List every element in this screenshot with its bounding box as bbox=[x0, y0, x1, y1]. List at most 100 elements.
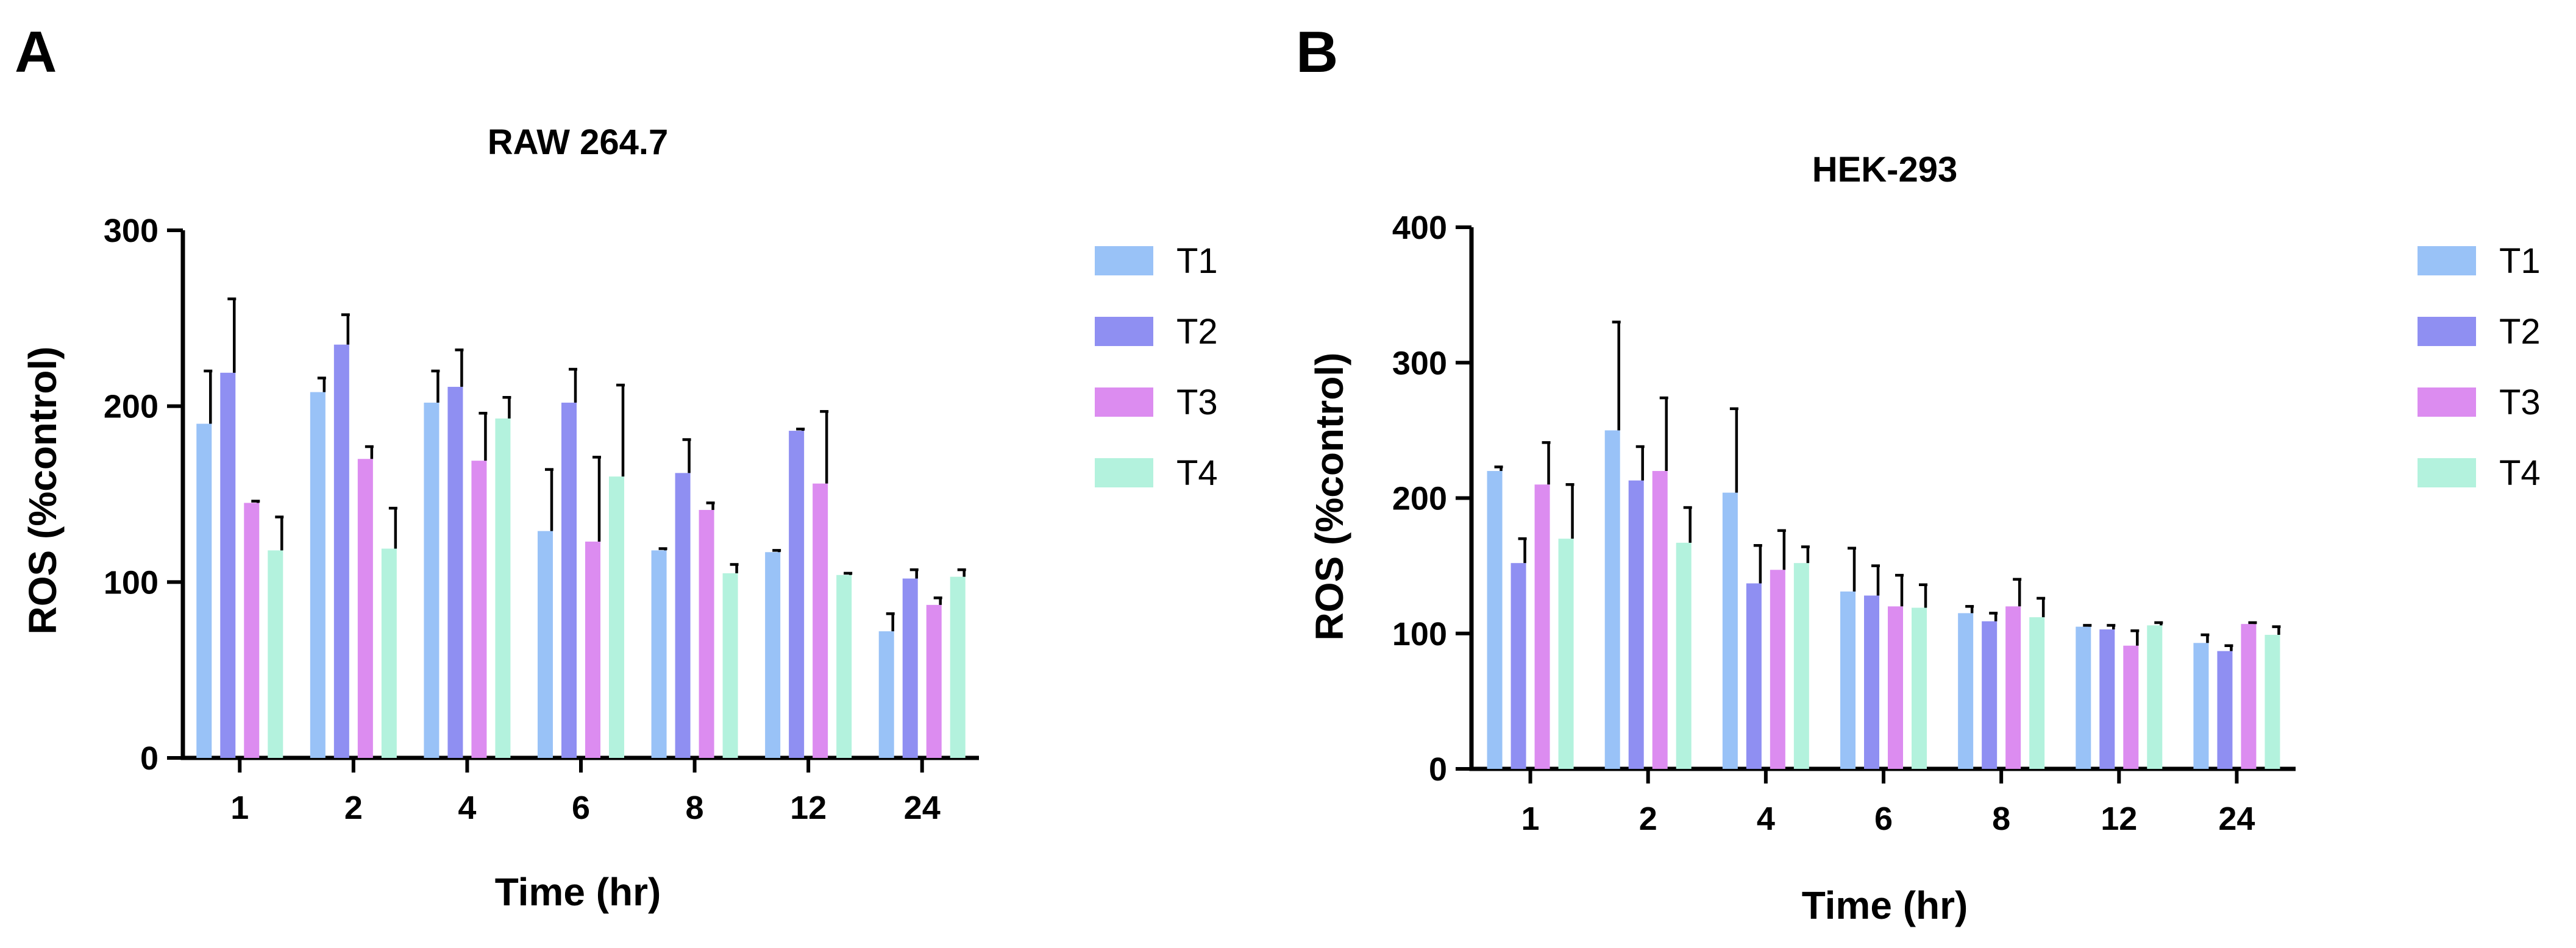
bar-b-t4-2 bbox=[1676, 542, 1692, 769]
legend-label-a-t1: T1 bbox=[1176, 241, 1218, 281]
chart-title-b: HEK-293 bbox=[1812, 150, 1958, 189]
bar-b-t1-6 bbox=[1840, 591, 1856, 769]
x-tick-label-b-1: 2 bbox=[1639, 801, 1657, 837]
bar-a-t2-1 bbox=[220, 372, 236, 758]
x-tick-label-a-1: 2 bbox=[344, 790, 363, 826]
legend-swatch-b-t1 bbox=[2418, 246, 2476, 275]
bar-b-t4-6 bbox=[1912, 607, 1927, 769]
y-tick-label-a-3: 300 bbox=[104, 213, 158, 249]
x-tick-label-a-4: 8 bbox=[686, 790, 704, 826]
y-tick-label-b-1: 100 bbox=[1392, 616, 1447, 653]
bar-a-t2-2 bbox=[333, 344, 349, 758]
chart-title-a: RAW 264.7 bbox=[488, 122, 669, 162]
axes-a bbox=[180, 230, 979, 760]
bar-b-t3-8 bbox=[2005, 606, 2021, 769]
bar-b-t4-1 bbox=[1558, 539, 1574, 769]
bars-b bbox=[1487, 320, 2281, 769]
bar-a-t4-2 bbox=[381, 548, 397, 758]
bar-a-t4-4 bbox=[495, 418, 511, 758]
legend-label-b-t4: T4 bbox=[2499, 453, 2541, 493]
x-axis-label-b: Time (hr) bbox=[1802, 883, 1968, 927]
y-tick-label-b-2: 200 bbox=[1392, 481, 1447, 517]
y-axis-label-a: ROS (%control) bbox=[21, 347, 65, 635]
bar-b-t3-2 bbox=[1652, 471, 1668, 769]
panel-letter-b: B bbox=[1296, 19, 1338, 85]
legend-label-a-t3: T3 bbox=[1176, 383, 1218, 422]
y-ticks-b: 0 100 200 300 400 bbox=[1392, 210, 1471, 788]
bar-b-t3-4 bbox=[1770, 570, 1785, 769]
y-ticks-a: 0 100 200 300 bbox=[104, 213, 183, 777]
x-tick-label-b-6: 24 bbox=[2218, 801, 2255, 837]
panel-letter-a: A bbox=[15, 19, 57, 85]
bar-a-t3-4 bbox=[471, 461, 487, 758]
bars-a bbox=[196, 297, 966, 758]
legend-b: T1 T2 T3 T4 bbox=[2418, 241, 2541, 493]
legend-label-b-t1: T1 bbox=[2499, 241, 2541, 281]
bar-b-t2-6 bbox=[1864, 595, 1879, 769]
bar-a-t4-12 bbox=[836, 575, 852, 758]
bar-a-t4-1 bbox=[268, 550, 283, 758]
x-tick-label-b-0: 1 bbox=[1521, 801, 1540, 837]
bar-a-t3-12 bbox=[813, 483, 828, 758]
bar-a-t3-24 bbox=[926, 604, 942, 758]
bar-b-t4-12 bbox=[2147, 625, 2163, 769]
legend-label-b-t3: T3 bbox=[2499, 383, 2541, 422]
x-tick-label-a-6: 24 bbox=[904, 790, 941, 826]
legend-a: T1 T2 T3 T4 bbox=[1095, 241, 1218, 493]
bar-b-t2-12 bbox=[2099, 629, 2115, 769]
legend-swatch-a-t2 bbox=[1095, 317, 1153, 346]
x-tick-label-a-5: 12 bbox=[790, 790, 827, 826]
bar-a-t2-4 bbox=[447, 386, 463, 758]
y-axis-label-b: ROS (%control) bbox=[1308, 353, 1351, 641]
bar-b-t2-4 bbox=[1746, 583, 1762, 769]
bar-a-t1-1 bbox=[196, 423, 212, 758]
bar-a-t2-12 bbox=[789, 431, 805, 758]
bar-b-t1-8 bbox=[1958, 613, 1974, 769]
bar-b-t2-2 bbox=[1628, 480, 1644, 769]
bar-b-t2-1 bbox=[1510, 563, 1526, 769]
bar-b-t3-1 bbox=[1534, 484, 1550, 769]
x-ticks-b: 1 2 4 6 8 12 24 bbox=[1521, 769, 2255, 837]
y-tick-label-b-3: 300 bbox=[1392, 345, 1447, 381]
x-tick-label-b-3: 6 bbox=[1874, 801, 1893, 837]
x-axis-label-a: Time (hr) bbox=[495, 870, 661, 914]
bar-a-t1-12 bbox=[765, 552, 781, 758]
bar-a-t3-8 bbox=[699, 509, 714, 758]
y-tick-label-b-4: 400 bbox=[1392, 210, 1447, 246]
bar-b-t1-24 bbox=[2193, 643, 2209, 769]
x-tick-label-a-3: 6 bbox=[572, 790, 590, 826]
legend-label-b-t2: T2 bbox=[2499, 312, 2541, 352]
x-tick-label-b-4: 8 bbox=[1992, 801, 2010, 837]
legend-swatch-b-t3 bbox=[2418, 387, 2476, 417]
legend-label-a-t2: T2 bbox=[1176, 312, 1218, 352]
axes-b bbox=[1469, 227, 2296, 771]
bar-b-t1-4 bbox=[1722, 492, 1738, 769]
legend-swatch-a-t4 bbox=[1095, 458, 1153, 487]
x-tick-label-b-2: 4 bbox=[1757, 801, 1775, 837]
bar-b-t4-8 bbox=[2029, 617, 2045, 769]
bar-a-t3-1 bbox=[244, 503, 260, 758]
bar-b-t2-8 bbox=[1982, 621, 1998, 769]
bar-a-t1-8 bbox=[651, 550, 667, 758]
legend-swatch-b-t2 bbox=[2418, 317, 2476, 346]
bar-a-t2-8 bbox=[675, 473, 691, 758]
bar-b-t3-6 bbox=[1888, 606, 1903, 769]
bar-b-t1-12 bbox=[2076, 626, 2091, 769]
y-tick-label-a-1: 100 bbox=[104, 564, 158, 601]
bar-a-t4-24 bbox=[950, 576, 966, 758]
bar-b-t1-2 bbox=[1604, 430, 1620, 769]
x-tick-label-a-2: 4 bbox=[458, 790, 476, 826]
legend-swatch-a-t1 bbox=[1095, 246, 1153, 275]
bar-a-t1-4 bbox=[424, 402, 439, 758]
bar-b-t4-4 bbox=[1793, 563, 1809, 769]
panel-a: A RAW 264.7 ROS (%control) Time (hr) 010… bbox=[15, 19, 1218, 914]
bar-b-t1-1 bbox=[1487, 471, 1503, 769]
bar-a-t4-8 bbox=[722, 573, 738, 758]
bar-a-t3-2 bbox=[357, 459, 373, 758]
bar-b-t3-24 bbox=[2241, 624, 2257, 769]
bar-a-t2-24 bbox=[902, 578, 918, 758]
legend-swatch-b-t4 bbox=[2418, 458, 2476, 487]
x-ticks-a: 1 2 4 6 8 12 24 bbox=[230, 758, 941, 826]
bar-b-t3-12 bbox=[2123, 645, 2139, 769]
